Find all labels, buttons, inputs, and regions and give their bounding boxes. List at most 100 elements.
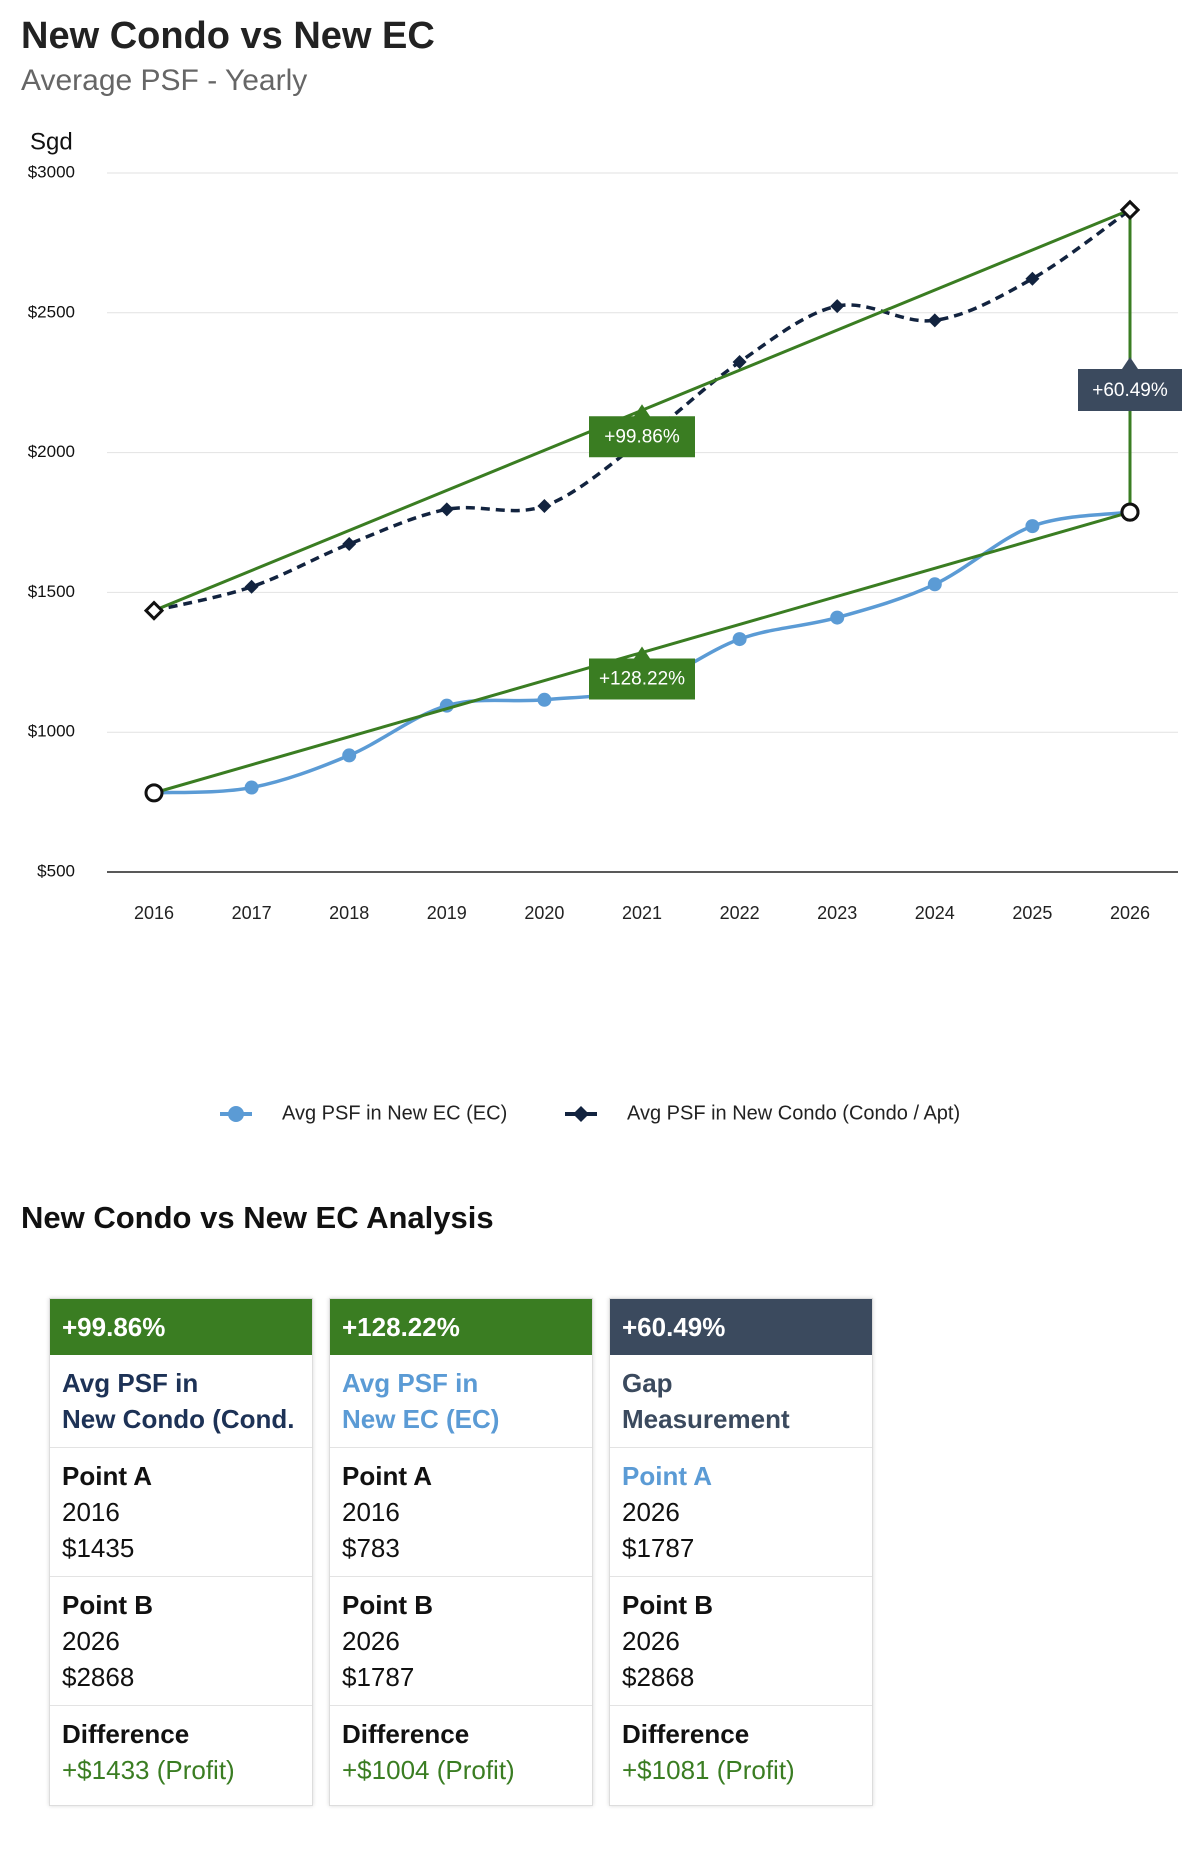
point-value: $2868 (62, 1662, 135, 1692)
analysis-title: New Condo vs New EC Analysis (21, 1200, 494, 1235)
legend-label: Avg PSF in New EC (EC) (282, 1102, 507, 1124)
diamond-marker (1025, 271, 1040, 286)
x-tick-label: 2026 (1110, 903, 1150, 923)
point-label: Point B (62, 1590, 153, 1620)
card-header: +99.86% (50, 1299, 312, 1355)
gap-label: +60.49% (1092, 380, 1168, 401)
card-point: Point A 2016 $783 (330, 1448, 592, 1577)
point-year: 2016 (342, 1497, 400, 1527)
label-box (589, 404, 695, 458)
diamond-marker (1119, 199, 1141, 221)
point-value: $1787 (342, 1662, 415, 1692)
point-value: $2868 (622, 1662, 695, 1692)
y-tick-label: $2500 (28, 302, 75, 321)
point-marker (732, 632, 747, 647)
x-tick-label: 2020 (524, 903, 564, 923)
trend-label-text: +99.86% (604, 426, 680, 447)
card-title-line: New Condo (Cond. (62, 1404, 295, 1434)
card-point: Point A 2016 $1435 (50, 1448, 312, 1577)
point-marker (244, 780, 259, 795)
card-title-line: New EC (EC) (342, 1404, 500, 1434)
y-tick-label: $500 (37, 861, 75, 880)
point-label: Point B (622, 1590, 713, 1620)
x-tick-label: 2025 (1012, 903, 1052, 923)
point-value: $783 (342, 1533, 400, 1563)
difference-label: Difference (342, 1719, 470, 1749)
diamond-marker (537, 499, 552, 514)
analysis-card: +128.22% Avg PSF in New EC (EC) Point A 2016… (329, 1298, 593, 1806)
point-marker (144, 783, 164, 803)
point-year: 2026 (622, 1497, 680, 1527)
x-tick-label: 2016 (134, 903, 174, 923)
analysis-card: +60.49% Gap Measurement Point A 2026 $1787 Poi… (609, 1298, 873, 1806)
y-axis-label: Sgd (30, 128, 73, 155)
point-year: 2026 (62, 1626, 120, 1656)
card-point: Point B 2026 $2868 (50, 1577, 312, 1706)
diamond-marker (573, 1106, 589, 1122)
gap-label-box (1078, 357, 1182, 412)
trend-label-text: +128.22% (599, 669, 685, 690)
card-point: Point A 2026 $1787 (610, 1448, 872, 1577)
x-tick-label: 2017 (232, 903, 272, 923)
diamond-marker (732, 355, 747, 370)
chart-title: New Condo vs New EC (21, 15, 435, 57)
legend-label: Avg PSF in New Condo (Condo / Apt) (627, 1102, 960, 1124)
diamond-marker (439, 502, 454, 517)
x-tick-label: 2018 (329, 903, 369, 923)
y-tick-label: $1000 (28, 722, 75, 741)
card-title: Gap Measurement (610, 1355, 872, 1448)
card-title: Avg PSF in New Condo (Cond. (50, 1355, 312, 1448)
x-tick-label: 2021 (622, 903, 662, 923)
card-difference: Difference +$1081 (Profit) (610, 1706, 872, 1798)
x-tick-label: 2022 (720, 903, 760, 923)
point-marker (830, 610, 845, 625)
point-marker (228, 1106, 244, 1122)
point-marker (1025, 519, 1040, 534)
difference-label: Difference (622, 1719, 750, 1749)
card-title-line: Measurement (622, 1404, 790, 1434)
card-difference: Difference +$1004 (Profit) (330, 1706, 592, 1798)
difference-value: +$1433 (Profit) (62, 1755, 235, 1785)
card-header: +60.49% (610, 1299, 872, 1355)
analysis-card: +99.86% Avg PSF in New Condo (Cond. Point A… (49, 1298, 313, 1806)
x-tick-label: 2024 (915, 903, 955, 923)
y-tick-label: $3000 (28, 162, 75, 181)
chart-subtitle: Average PSF - Yearly (21, 64, 307, 97)
trend-label: +128.22% (589, 646, 695, 700)
difference-value: +$1081 (Profit) (622, 1755, 795, 1785)
point-year: 2026 (342, 1626, 400, 1656)
point-marker (342, 748, 357, 763)
difference-value: +$1004 (Profit) (342, 1755, 515, 1785)
difference-label: Difference (62, 1719, 190, 1749)
diamond-marker (927, 313, 942, 328)
x-tick-label: 2019 (427, 903, 467, 923)
point-marker (537, 692, 552, 707)
card-title-line: Avg PSF in (62, 1368, 199, 1398)
point-label: Point A (62, 1461, 153, 1491)
card-title-line: Gap (622, 1368, 673, 1398)
card-header: +128.22% (330, 1299, 592, 1355)
diamond-marker (244, 579, 259, 594)
point-value: $1435 (62, 1533, 135, 1563)
card-point: Point B 2026 $1787 (330, 1577, 592, 1706)
card-title-line: Avg PSF in (342, 1368, 479, 1398)
y-tick-label: $2000 (28, 442, 75, 461)
point-marker (927, 577, 942, 592)
point-value: $1787 (622, 1533, 695, 1563)
point-year: 2026 (622, 1626, 680, 1656)
diamond-marker (342, 537, 357, 552)
label-box (589, 646, 695, 700)
y-tick-label: $1500 (28, 582, 75, 601)
x-tick-label: 2023 (817, 903, 857, 923)
point-label: Point B (342, 1590, 433, 1620)
card-point: Point B 2026 $2868 (610, 1577, 872, 1706)
diamond-marker (143, 600, 165, 621)
card-difference: Difference +$1433 (Profit) (50, 1706, 312, 1798)
point-label: Point A (622, 1461, 713, 1491)
point-marker (1120, 502, 1140, 522)
point-year: 2016 (62, 1497, 120, 1527)
diamond-marker (830, 299, 845, 314)
trend-label: +99.86% (589, 404, 695, 458)
chart: New Condo vs New EC Average PSF - Yearly… (21, 15, 1182, 1124)
